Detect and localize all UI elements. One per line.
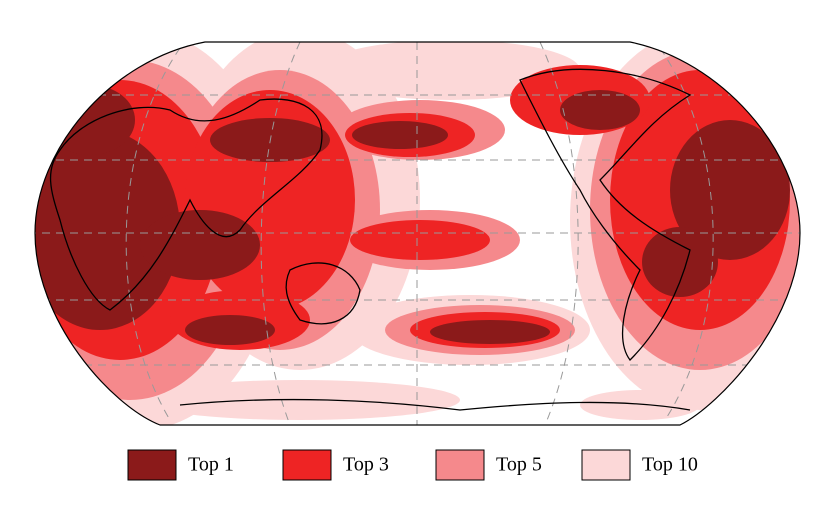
map-outline <box>34 41 801 426</box>
legend-swatch <box>282 449 332 481</box>
legend-label: Top 3 <box>343 454 389 476</box>
legend: Top 1 Top 3 Top 5 Top 10 <box>127 449 698 481</box>
legend-label: Top 5 <box>496 454 542 476</box>
legend-label: Top 10 <box>642 454 698 476</box>
legend-swatch <box>435 449 485 481</box>
legend-label: Top 1 <box>188 454 234 476</box>
legend-swatch <box>581 449 631 481</box>
legend-swatch <box>127 449 177 481</box>
